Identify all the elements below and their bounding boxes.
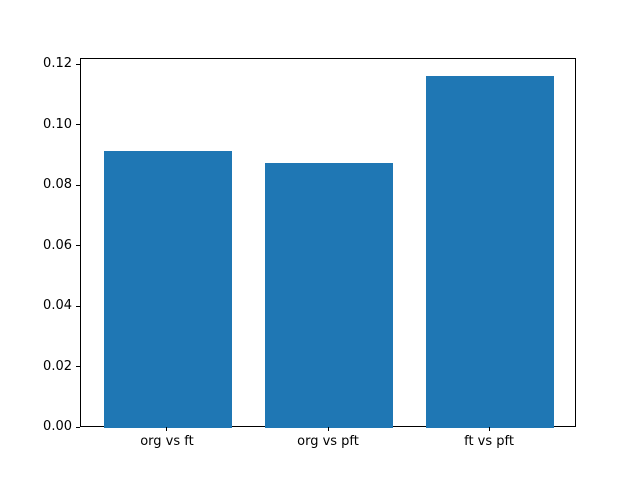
y-tick-label: 0.00: [43, 419, 72, 435]
y-tick-mark: [76, 366, 80, 368]
y-tick-mark: [76, 426, 80, 428]
bar-org-vs-ft: [103, 151, 233, 429]
x-tick-mark: [488, 427, 490, 432]
y-tick-label: 0.08: [43, 177, 72, 193]
y-tick-mark: [76, 124, 80, 126]
x-tick-label: org vs ft: [140, 434, 194, 450]
x-tick-mark: [166, 427, 168, 432]
y-tick-label: 0.02: [43, 358, 72, 374]
x-tick-label: org vs pft: [297, 434, 359, 450]
y-tick-label: 0.12: [43, 56, 72, 71]
bar-ft-vs-pft: [425, 76, 555, 429]
x-tick-label: ft vs pft: [464, 434, 514, 450]
bar-org-vs-pft: [264, 162, 394, 429]
y-tick-label: 0.06: [43, 237, 72, 253]
plot-area: [80, 57, 576, 429]
y-tick-mark: [76, 184, 80, 186]
y-tick-label: 0.10: [43, 116, 72, 132]
y-tick-mark: [76, 245, 80, 247]
y-tick-mark: [76, 63, 80, 65]
y-tick-label: 0.04: [43, 298, 72, 314]
x-tick-mark: [327, 427, 329, 432]
y-tick-mark: [76, 305, 80, 307]
